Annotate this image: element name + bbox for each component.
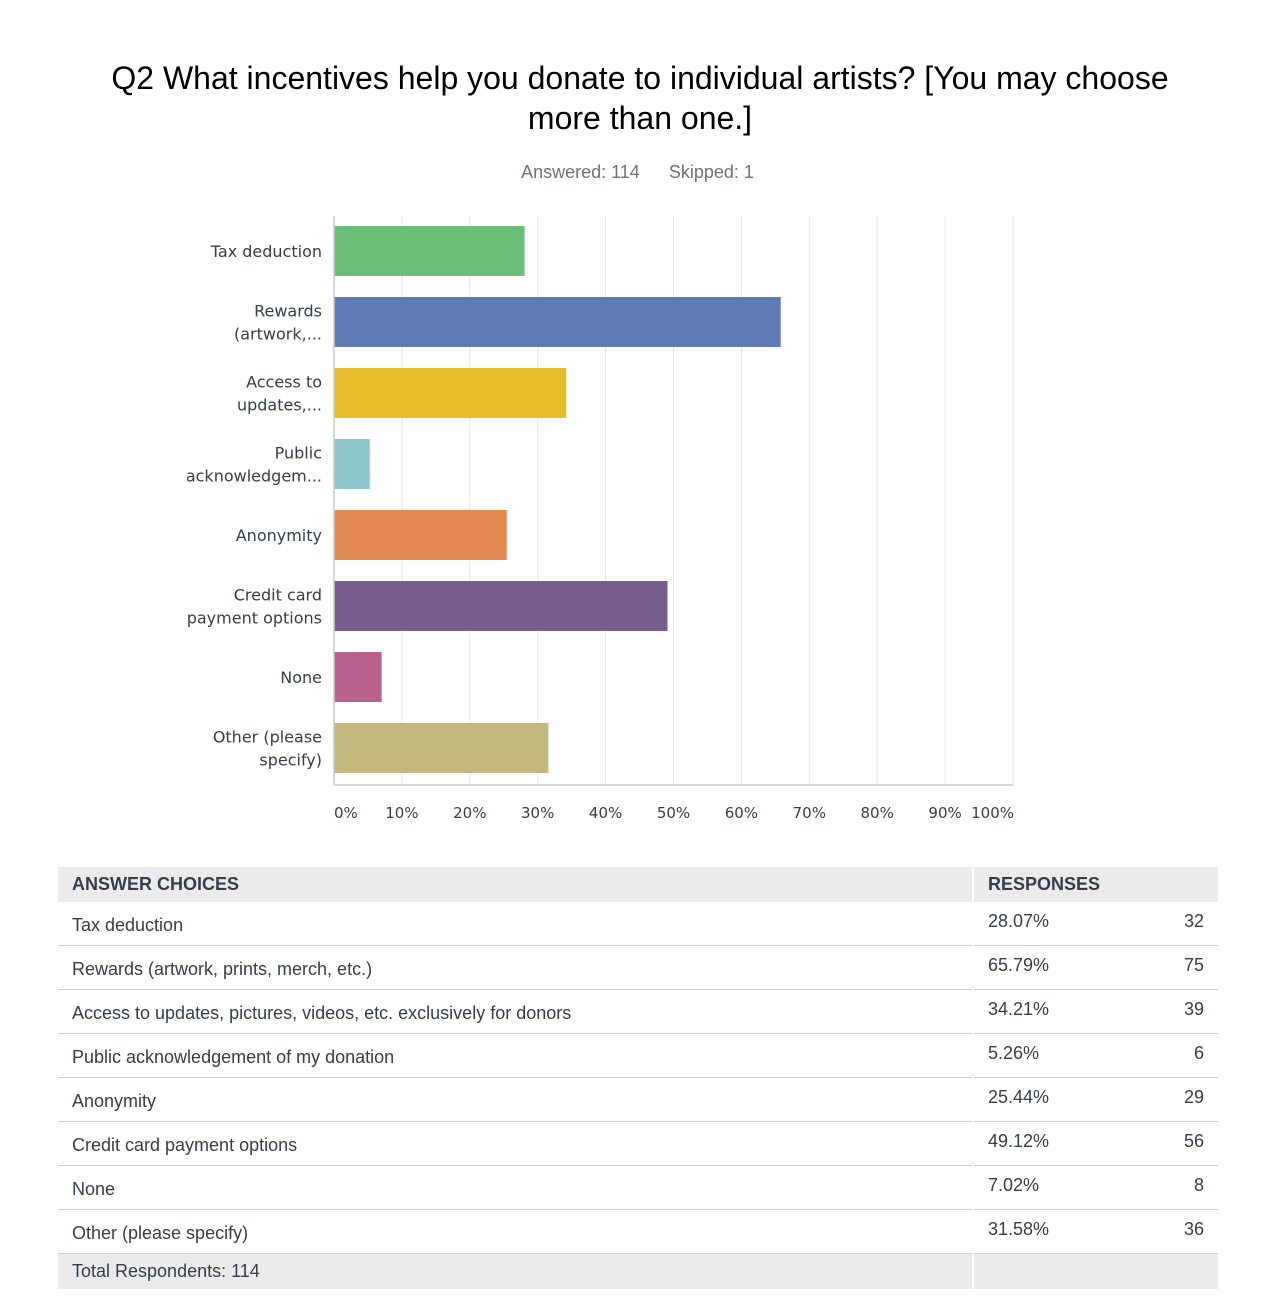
- table-row: None 7.02% 8: [58, 1165, 1218, 1210]
- x-tick-label: 20%: [453, 804, 486, 822]
- response-count: 75: [1132, 945, 1218, 990]
- response-count: 32: [1132, 902, 1218, 946]
- bar: [334, 510, 507, 560]
- answer-choice: Rewards (artwork, prints, merch, etc.): [58, 945, 973, 990]
- response-percent: 7.02%: [972, 1165, 1133, 1210]
- table-body: Tax deduction 28.07% 32 Rewards (artwork, p…: [58, 902, 1218, 1289]
- header-responses: RESPONSES: [972, 867, 1218, 902]
- response-count: 36: [1132, 1209, 1218, 1254]
- response-count: 6: [1132, 1033, 1218, 1078]
- header-answer-choices: ANSWER CHOICES: [58, 867, 973, 902]
- x-tick-label: 40%: [589, 804, 622, 822]
- response-percent: 28.07%: [972, 902, 1133, 946]
- x-tick-label: 0%: [334, 804, 358, 822]
- x-tick-label: 90%: [928, 804, 961, 822]
- response-stats: Answered: 114 Skipped: 1: [0, 162, 1275, 183]
- response-percent: 31.58%: [972, 1209, 1133, 1254]
- response-percent: 65.79%: [972, 945, 1133, 990]
- x-tick-label: 10%: [385, 804, 418, 822]
- bar: [334, 652, 382, 702]
- category-label: Tax deduction: [210, 242, 322, 261]
- category-label: None: [280, 668, 322, 687]
- response-count: 56: [1132, 1121, 1218, 1166]
- bar-chart: Tax deduction Rewards (artwork,... Access t…: [186, 216, 1014, 822]
- table-row: Other (please specify) 31.58% 36: [58, 1209, 1218, 1254]
- response-percent: 34.21%: [972, 989, 1133, 1034]
- response-percent: 5.26%: [972, 1033, 1133, 1078]
- answer-choice: None: [58, 1165, 973, 1210]
- category-label: Rewards (artwork,...: [234, 302, 322, 344]
- response-count: 39: [1132, 989, 1218, 1034]
- response-count: 8: [1132, 1165, 1218, 1210]
- bar: [334, 723, 549, 773]
- bar: [334, 226, 525, 276]
- total-empty-cell: [972, 1253, 1218, 1289]
- total-row: Total Respondents: 114: [58, 1253, 1218, 1289]
- response-percent: 49.12%: [972, 1121, 1133, 1166]
- category-label: Other (please specify): [213, 728, 322, 770]
- skipped-count: Skipped: 1: [668, 162, 754, 182]
- category-label: Public acknowledgem...: [186, 444, 322, 486]
- response-count: 29: [1132, 1077, 1218, 1122]
- table-row: Tax deduction 28.07% 32: [58, 902, 1218, 946]
- table-row: Rewards (artwork, prints, merch, etc.) 65…: [58, 945, 1218, 990]
- x-tick-label: 50%: [657, 804, 690, 822]
- category-label: Anonymity: [236, 526, 322, 545]
- answer-choice: Tax deduction: [58, 902, 973, 946]
- response-percent: 25.44%: [972, 1077, 1133, 1122]
- answer-choice: Access to updates, pictures, videos, etc…: [58, 989, 973, 1034]
- answered-count: Answered: 114: [521, 162, 640, 182]
- table-row: Public acknowledgement of my donation 5.2…: [58, 1033, 1218, 1078]
- category-label: Credit card payment options: [187, 586, 322, 628]
- answer-choice: Public acknowledgement of my donation: [58, 1033, 973, 1078]
- bar: [334, 439, 370, 489]
- answer-choice: Other (please specify): [58, 1209, 973, 1254]
- x-tick-label: 60%: [725, 804, 758, 822]
- table-header-row: ANSWER CHOICES RESPONSES: [58, 867, 1218, 902]
- x-tick-label: 30%: [521, 804, 554, 822]
- category-label: Access to updates,...: [237, 373, 322, 415]
- question-title: Q2 What incentives help you donate to in…: [111, 60, 1169, 136]
- bar: [334, 581, 668, 631]
- bar: [334, 368, 567, 418]
- total-respondents: Total Respondents: 114: [58, 1253, 973, 1289]
- bar: [334, 297, 781, 347]
- x-tick-label: 70%: [793, 804, 826, 822]
- answer-choice: Anonymity: [58, 1077, 973, 1122]
- x-tick-label: 100%: [971, 804, 1014, 822]
- responses-table: ANSWER CHOICES RESPONSES Tax deduction 28…: [58, 867, 1218, 1289]
- answer-choice: Credit card payment options: [58, 1121, 973, 1166]
- table-row: Anonymity 25.44% 29: [58, 1077, 1218, 1122]
- x-tick-label: 80%: [861, 804, 894, 822]
- table-row: Access to updates, pictures, videos, etc…: [58, 989, 1218, 1034]
- table-row: Credit card payment options 49.12% 56: [58, 1121, 1218, 1166]
